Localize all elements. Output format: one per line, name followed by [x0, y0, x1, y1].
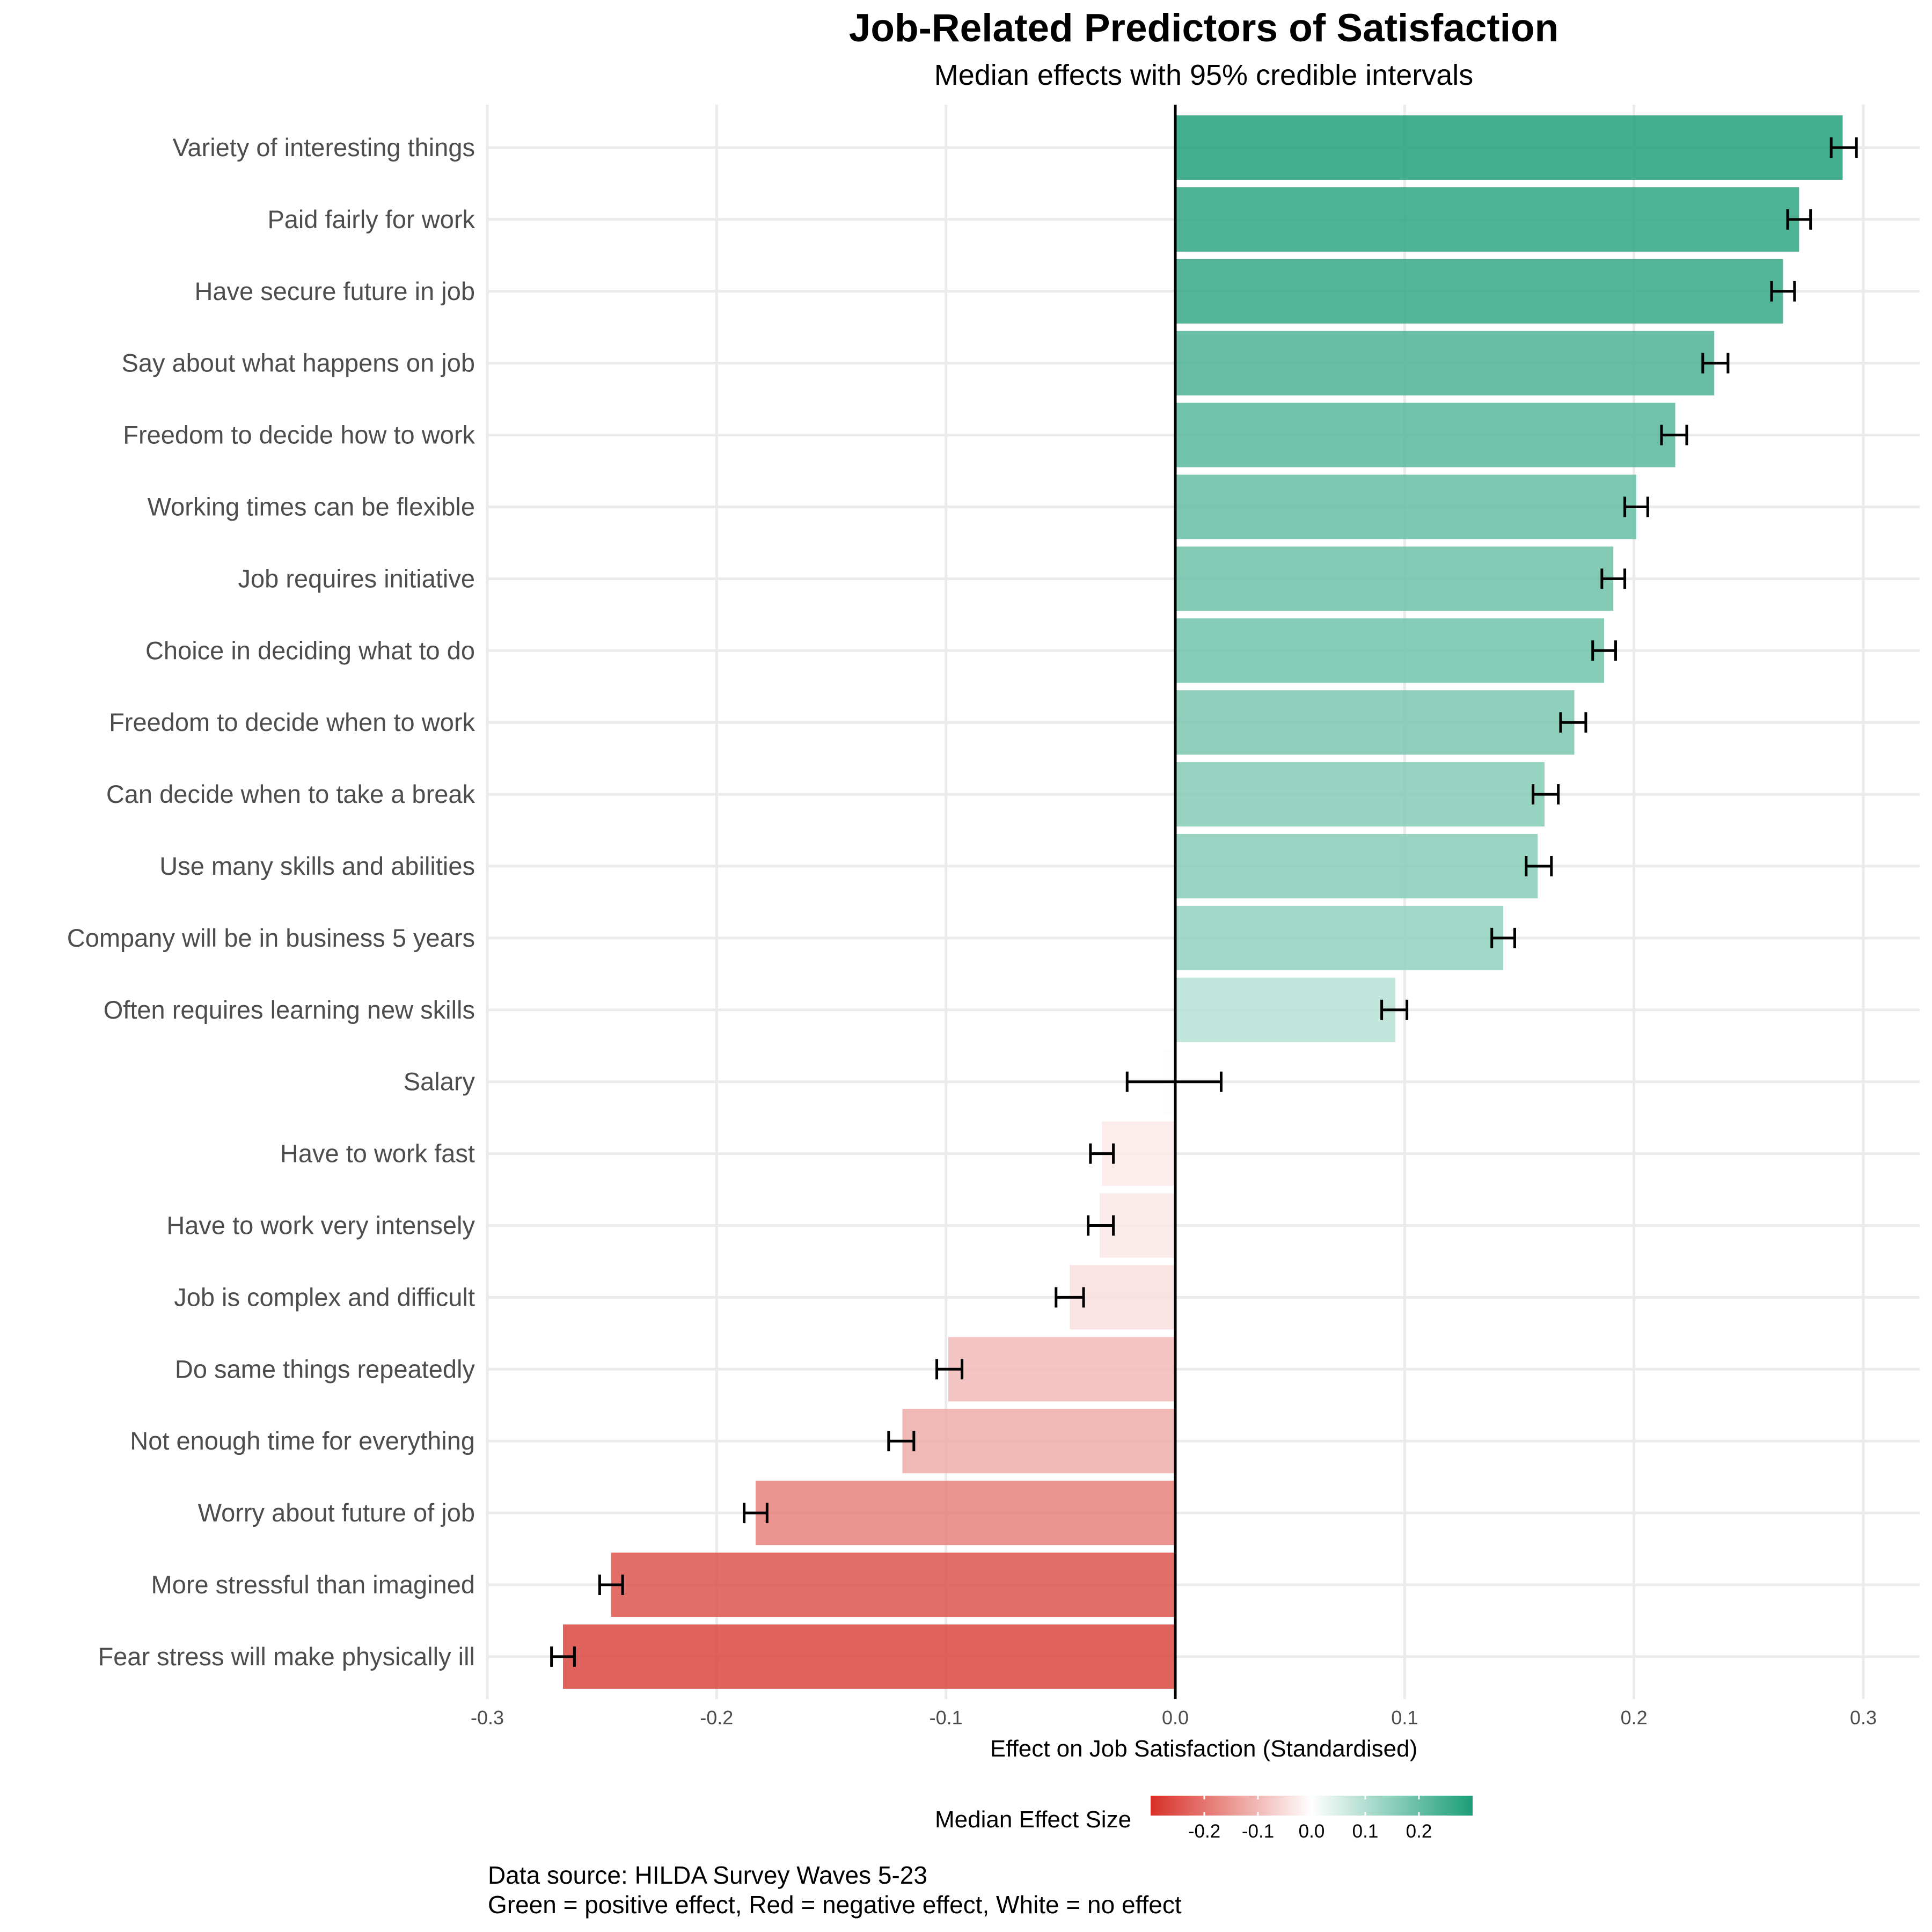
error-bar: [1380, 999, 1409, 1020]
x-axis-tick-labels: -0.3 -0.2 -0.1 0.0 0.1 0.2 0.3: [471, 1707, 1877, 1729]
y-axis-label: Use many skills and abilities: [159, 852, 475, 880]
x-tick-label: 0.0: [1162, 1707, 1189, 1729]
error-bar: [743, 1503, 769, 1524]
error-bar: [598, 1575, 624, 1595]
y-axis-label: Working times can be flexible: [148, 493, 475, 521]
x-axis-title: Effect on Job Satisfaction (Standardised…: [990, 1736, 1418, 1762]
x-tick-label: 0.3: [1850, 1707, 1877, 1729]
y-axis-label: Fear stress will make physically ill: [98, 1642, 475, 1671]
x-tick-label: 0.1: [1391, 1707, 1418, 1729]
error-bars: [550, 137, 1858, 1667]
y-axis-label: Freedom to decide when to work: [109, 708, 475, 736]
error-bar: [1532, 784, 1560, 805]
y-axis-label: Paid fairly for work: [267, 205, 475, 233]
bar: [1070, 1265, 1175, 1330]
bar: [1175, 762, 1545, 827]
bar: [1175, 546, 1614, 611]
error-bar: [1786, 209, 1812, 230]
bar: [948, 1337, 1175, 1402]
error-bar: [550, 1646, 576, 1667]
error-bar: [1701, 353, 1730, 374]
error-bar: [1623, 496, 1649, 517]
legend-ticks: -0.2 -0.1 0.0 0.1 0.2: [1188, 1796, 1432, 1842]
y-axis-labels: Variety of interesting things Paid fairly…: [67, 133, 475, 1671]
y-axis-label: Often requires learning new skills: [104, 996, 475, 1024]
y-axis-label: Choice in deciding what to do: [145, 636, 475, 664]
error-bar: [1770, 281, 1796, 302]
error-bar: [1600, 568, 1627, 589]
legend-tick-label: 0.0: [1299, 1821, 1325, 1842]
bar: [1175, 187, 1799, 252]
y-axis-label: Have to work fast: [280, 1139, 475, 1168]
x-tick-label: -0.3: [471, 1707, 504, 1729]
color-legend: Median Effect Size -0.2 -0.1 0.0 0.1 0.2: [935, 1796, 1473, 1842]
plot-panel: [486, 105, 1920, 1699]
caption-color-key: Green = positive effect, Red = negative …: [488, 1891, 1182, 1919]
bar: [563, 1624, 1175, 1689]
bar: [1175, 259, 1783, 324]
error-bar: [1490, 927, 1516, 948]
y-axis-label: Freedom to decide how to work: [123, 421, 475, 449]
bar: [1175, 690, 1575, 755]
y-axis-label: Have to work very intensely: [166, 1211, 475, 1240]
y-axis-label: Variety of interesting things: [173, 133, 475, 162]
bar: [1175, 618, 1605, 683]
y-axis-label: More stressful than imagined: [151, 1570, 475, 1599]
bar: [1175, 115, 1843, 180]
error-bar: [935, 1359, 964, 1380]
error-bar: [1660, 425, 1688, 445]
error-bar: [1829, 137, 1858, 158]
caption-source: Data source: HILDA Survey Waves 5-23: [488, 1861, 927, 1889]
legend-tick-label: -0.1: [1242, 1821, 1274, 1842]
bar: [1175, 474, 1636, 539]
y-axis-label: Job is complex and difficult: [174, 1283, 475, 1311]
legend-tick-label: -0.2: [1188, 1821, 1220, 1842]
error-bar: [1125, 1071, 1223, 1092]
error-bar: [1055, 1287, 1085, 1308]
legend-tick-label: 0.2: [1406, 1821, 1432, 1842]
x-tick-label: 0.2: [1621, 1707, 1648, 1729]
bar: [1175, 905, 1504, 970]
y-axis-label: Salary: [404, 1067, 475, 1096]
bar: [1175, 331, 1715, 396]
bar: [1175, 834, 1538, 898]
chart-title: Job-Related Predictors of Satisfaction: [849, 6, 1558, 50]
legend-title: Median Effect Size: [935, 1806, 1131, 1833]
bars: [563, 115, 1843, 1689]
bar: [1175, 977, 1396, 1042]
error-bar: [1087, 1215, 1115, 1236]
x-tick-label: -0.2: [700, 1707, 733, 1729]
bar: [1175, 402, 1675, 467]
error-bar: [1559, 712, 1587, 733]
y-axis-label: Do same things repeatedly: [175, 1355, 475, 1383]
error-bar: [1591, 640, 1617, 661]
y-axis-label: Have secure future in job: [194, 277, 475, 305]
error-bar: [887, 1431, 916, 1452]
y-axis-label: Company will be in business 5 years: [67, 924, 475, 952]
y-axis-label: Can decide when to take a break: [106, 780, 475, 808]
y-axis-label: Job requires initiative: [238, 564, 475, 592]
y-axis-label: Worry about future of job: [198, 1498, 475, 1527]
error-bar: [1089, 1143, 1115, 1164]
legend-tick-label: 0.1: [1352, 1821, 1379, 1842]
error-bar: [1525, 856, 1553, 876]
bar: [902, 1409, 1175, 1474]
bar: [755, 1481, 1175, 1546]
y-axis-label: Not enough time for everything: [130, 1426, 475, 1455]
bar: [611, 1553, 1175, 1617]
chart-subtitle: Median effects with 95% credible interva…: [934, 59, 1474, 91]
x-tick-label: -0.1: [930, 1707, 963, 1729]
y-axis-label: Say about what happens on job: [121, 349, 475, 377]
